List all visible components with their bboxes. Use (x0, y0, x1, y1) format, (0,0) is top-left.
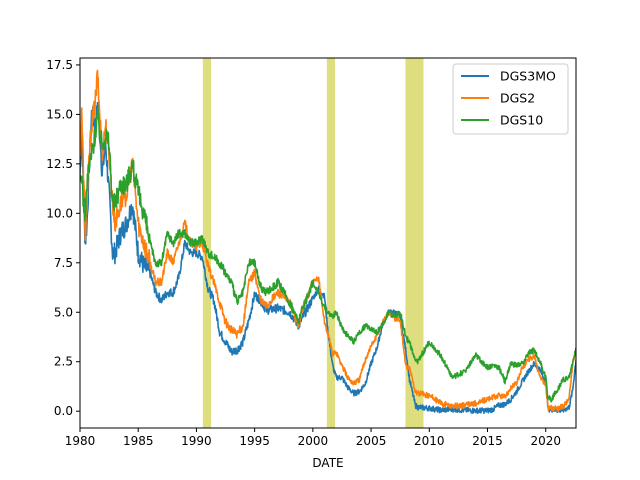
series-line-dgs2 (80, 69, 576, 412)
recession-band-0 (202, 58, 211, 428)
recession-band-1 (326, 58, 335, 428)
y-tick-label: 5.0 (54, 305, 73, 319)
y-tick-label: 2.5 (54, 355, 73, 369)
x-tick-label: 2020 (530, 434, 561, 448)
series-line-dgs10 (80, 107, 576, 403)
x-tick-label: 1985 (123, 434, 154, 448)
legend-box (452, 63, 569, 135)
legend-label-dgs10: DGS10 (500, 113, 543, 128)
x-tick-label: 2000 (298, 434, 329, 448)
x-axis-label: DATE (312, 456, 343, 470)
x-tick-label: 1990 (181, 434, 212, 448)
x-tick-label: 2005 (356, 434, 387, 448)
x-tick-label: 2010 (414, 434, 445, 448)
y-tick-label: 12.5 (46, 157, 73, 171)
y-tick-label: 15.0 (46, 107, 73, 121)
y-tick-label: 10.0 (46, 206, 73, 220)
legend-label-dgs2: DGS2 (500, 91, 535, 106)
legend: DGS3MO DGS2 DGS10 (452, 63, 569, 135)
y-tick-label: 0.0 (54, 404, 73, 418)
x-tick-label: 2015 (472, 434, 503, 448)
series-lines (80, 69, 576, 415)
y-tick-label: 7.5 (54, 256, 73, 270)
y-axis: 0.0 2.5 5.0 7.5 10.0 12.5 15.0 17.5 (46, 58, 80, 418)
x-tick-label: 1995 (239, 434, 270, 448)
legend-label-dgs3mo: DGS3MO (500, 69, 556, 84)
x-tick-label: 1980 (65, 434, 96, 448)
plot-frame (79, 57, 577, 429)
x-axis: 1980 1985 1990 1995 2000 2005 2010 2015 2020 (65, 428, 561, 448)
recession-bands (202, 58, 424, 428)
recession-band-2 (405, 58, 424, 428)
y-tick-label: 17.5 (46, 58, 73, 72)
